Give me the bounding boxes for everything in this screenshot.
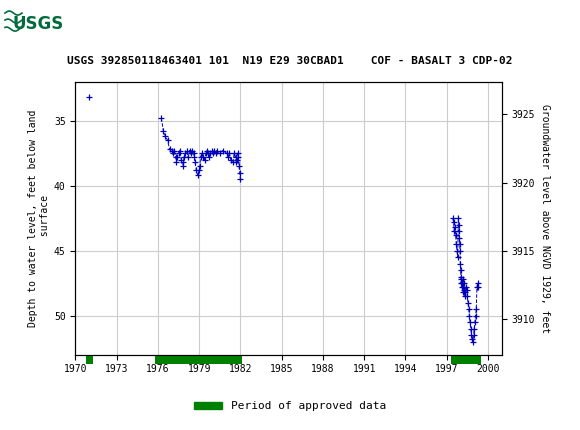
Bar bbox=[86, 356, 93, 364]
Legend: Period of approved data: Period of approved data bbox=[190, 397, 390, 416]
Y-axis label: Groundwater level above NGVD 1929, feet: Groundwater level above NGVD 1929, feet bbox=[541, 104, 550, 333]
Bar bbox=[451, 356, 481, 364]
Bar bbox=[155, 356, 242, 364]
Text: USGS: USGS bbox=[12, 15, 64, 33]
Y-axis label: Depth to water level, feet below land
 surface: Depth to water level, feet below land su… bbox=[28, 110, 50, 327]
Bar bbox=[4, 3, 72, 42]
Text: USGS 392850118463401 101  N19 E29 30CBAD1    COF - BASALT 3 CDP-02: USGS 392850118463401 101 N19 E29 30CBAD1… bbox=[67, 56, 513, 66]
